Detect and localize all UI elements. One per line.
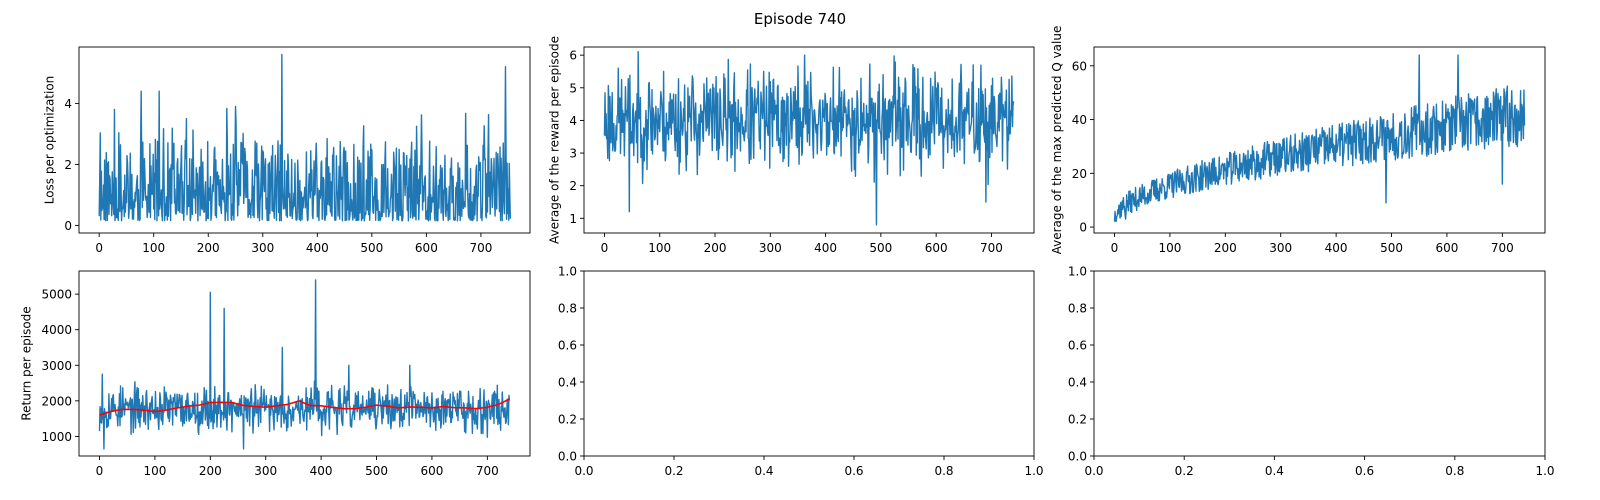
y-tick-label: 3 (569, 147, 577, 161)
y-tick-label: 0 (1079, 221, 1087, 235)
x-tick-label: 700 (469, 241, 492, 255)
y-tick-label: 60 (1072, 59, 1087, 73)
x-tick-label: 700 (1491, 241, 1514, 255)
x-tick-label: 400 (814, 241, 837, 255)
y-tick-label: 0 (64, 219, 72, 233)
y-tick-label: 0.6 (558, 339, 577, 353)
axes-frame (1093, 270, 1546, 457)
y-tick-label: 2 (569, 179, 577, 193)
x-tick-label: 500 (1380, 241, 1403, 255)
x-tick-label: 300 (251, 241, 274, 255)
x-tick-label: 500 (869, 241, 892, 255)
x-tick-label: 0.8 (1445, 464, 1464, 478)
y-tick-label: 0.0 (1068, 450, 1087, 464)
x-tick-label: 300 (1269, 241, 1292, 255)
axes-frame (78, 270, 531, 457)
series-line-1 (603, 50, 1015, 226)
x-tick-label: 0.4 (754, 464, 773, 478)
x-tick-label: 100 (1158, 241, 1181, 255)
axes-frame (583, 46, 1035, 234)
y-tick-label: 0.4 (1068, 376, 1087, 390)
series-line-1 (1113, 54, 1526, 223)
subplot-1: 0 100 200 300 400 500 600 700 0 2 4 Loss per optimi… (42, 46, 531, 255)
y-axis-label: Loss per optimization (42, 76, 56, 205)
y-tick-label: 6 (569, 49, 577, 63)
x-tick-label: 200 (199, 464, 222, 478)
x-tick-label: 300 (759, 241, 782, 255)
x-tick-label: 700 (980, 241, 1003, 255)
y-tick-label: 1000 (41, 430, 72, 444)
y-tick-label: 0.8 (558, 302, 577, 316)
series-line-1 (98, 53, 512, 222)
y-axis-label: Return per episode (20, 306, 34, 420)
x-tick-label: 400 (306, 241, 329, 255)
axes-frame (583, 270, 1035, 457)
series-line-2 (99, 398, 510, 416)
y-tick-label: 0.2 (1068, 413, 1087, 427)
y-tick-label: 2000 (41, 394, 72, 408)
x-tick-label: 1.0 (1024, 464, 1043, 478)
x-tick-label: 700 (476, 464, 499, 478)
x-tick-label: 100 (142, 241, 165, 255)
x-tick-label: 200 (704, 241, 727, 255)
x-tick-label: 0.2 (664, 464, 683, 478)
y-tick-label: 3000 (41, 359, 72, 373)
x-tick-label: 0.8 (934, 464, 953, 478)
y-tick-label: 5000 (41, 288, 72, 302)
x-tick-label: 200 (1214, 241, 1237, 255)
y-tick-label: 0.8 (1068, 302, 1087, 316)
y-tick-label: 1.0 (1068, 265, 1087, 279)
x-tick-label: 400 (1325, 241, 1348, 255)
subplot-3: 0 100 200 300 400 500 600 700 0 20 40 60 Average of … (1050, 26, 1546, 255)
x-tick-label: 600 (415, 241, 438, 255)
y-tick-label: 0.6 (1068, 339, 1087, 353)
x-tick-label: 0 (1111, 241, 1119, 255)
x-tick-label: 600 (925, 241, 948, 255)
y-tick-label: 4 (569, 114, 577, 128)
subplot-2: 0 100 200 300 400 500 600 700 1 2 3 4 5 6 Average of t… (547, 36, 1035, 255)
x-tick-label: 300 (254, 464, 277, 478)
y-tick-label: 5 (569, 81, 577, 95)
x-tick-label: 1.0 (1535, 464, 1554, 478)
x-tick-label: 0 (96, 464, 104, 478)
y-tick-label: 40 (1072, 113, 1087, 127)
y-axis-label: Average of the max predicted Q value (1050, 26, 1064, 255)
subplot-6: 0.0 0.2 0.4 0.6 0.8 1.0 0.0 0.2 0.4 0.6 0.8 1.0 (1068, 265, 1555, 479)
x-tick-label: 0.6 (844, 464, 863, 478)
x-tick-label: 0.6 (1355, 464, 1374, 478)
x-tick-label: 400 (310, 464, 333, 478)
y-tick-label: 1.0 (558, 265, 577, 279)
axes-frame (1093, 46, 1546, 234)
axes-frame (78, 46, 531, 234)
figure-title: Episode 740 (754, 10, 846, 28)
y-tick-label: 4 (64, 97, 72, 111)
x-tick-label: 0 (601, 241, 609, 255)
x-tick-label: 100 (648, 241, 671, 255)
x-tick-label: 500 (360, 241, 383, 255)
x-tick-label: 500 (365, 464, 388, 478)
y-tick-label: 2 (64, 158, 72, 172)
x-tick-label: 0.2 (1175, 464, 1194, 478)
y-tick-label: 0.4 (558, 376, 577, 390)
y-tick-label: 0.0 (558, 450, 577, 464)
subplot-4: 0 100 200 300 400 500 600 700 1000 2000 3000 4000 50… (20, 270, 531, 478)
x-tick-label: 0.0 (1084, 464, 1103, 478)
x-tick-label: 200 (197, 241, 220, 255)
x-tick-label: 0.4 (1265, 464, 1284, 478)
x-tick-label: 600 (420, 464, 443, 478)
y-tick-label: 4000 (41, 323, 72, 337)
x-tick-label: 600 (1435, 241, 1458, 255)
y-tick-label: 1 (569, 212, 577, 226)
subplot-5: 0.0 0.2 0.4 0.6 0.8 1.0 0.0 0.2 0.4 0.6 0.8 1.0 (558, 265, 1044, 479)
y-tick-label: 20 (1072, 167, 1087, 181)
y-tick-label: 0.2 (558, 413, 577, 427)
series-line-1 (98, 279, 511, 450)
x-tick-label: 100 (143, 464, 166, 478)
x-tick-label: 0.0 (574, 464, 593, 478)
x-tick-label: 0 (95, 241, 103, 255)
y-axis-label: Average of the reward per episode (547, 36, 561, 244)
